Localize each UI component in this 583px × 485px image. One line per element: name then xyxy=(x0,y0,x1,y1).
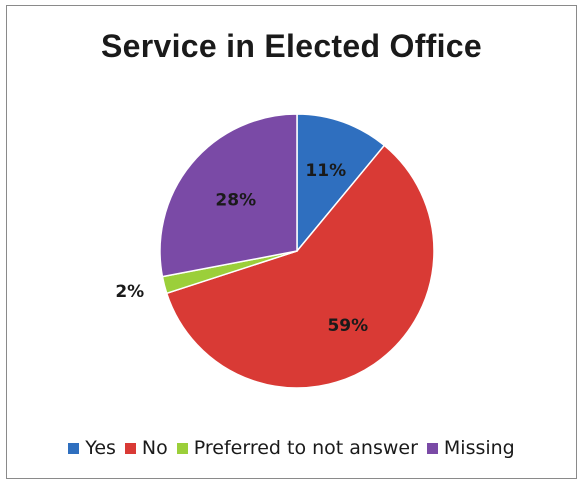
slice-label-preferred-not-answer: 2% xyxy=(115,282,144,302)
legend-label-missing: Missing xyxy=(443,437,515,459)
slice-yes xyxy=(296,113,386,254)
slice-no xyxy=(165,144,435,389)
slice-missing xyxy=(159,113,298,278)
legend-swatch-preferred-not-answer xyxy=(176,442,188,454)
chart-title: Service in Elected Office xyxy=(101,28,482,64)
legend-item-no: No xyxy=(124,437,168,459)
legend-item-preferred-not-answer: Preferred to not answer xyxy=(176,437,418,459)
legend-swatch-no xyxy=(124,442,136,454)
slice-label-missing: 28% xyxy=(215,190,256,210)
legend-item-missing: Missing xyxy=(426,437,515,459)
legend-swatch-yes xyxy=(68,442,80,454)
legend-swatch-missing xyxy=(426,442,438,454)
slice-label-no: 59% xyxy=(327,316,368,336)
slice-label-yes: 11% xyxy=(305,161,346,181)
chart-legend: Yes No Preferred to not answer Missing xyxy=(0,437,583,459)
legend-label-preferred-not-answer: Preferred to not answer xyxy=(193,437,418,459)
legend-label-no: No xyxy=(141,437,168,459)
legend-item-yes: Yes xyxy=(68,437,116,459)
legend-label-yes: Yes xyxy=(85,437,116,459)
